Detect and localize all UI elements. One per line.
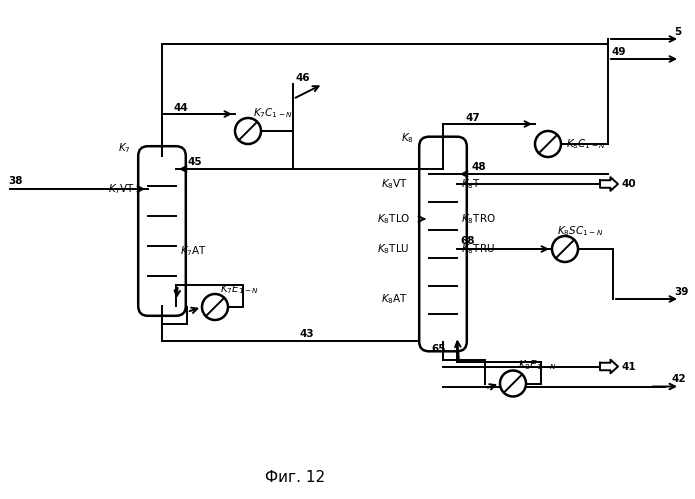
- Text: 68: 68: [460, 236, 475, 246]
- Text: 47: 47: [465, 113, 480, 123]
- Text: $K_7$: $K_7$: [118, 141, 131, 155]
- Text: $K_8$VT: $K_8$VT: [381, 177, 408, 191]
- Text: Фиг. 12: Фиг. 12: [265, 470, 325, 485]
- Circle shape: [202, 294, 228, 320]
- Text: 39: 39: [674, 287, 688, 297]
- Text: 65: 65: [431, 344, 445, 354]
- Text: 45: 45: [188, 157, 203, 167]
- Text: $K_8E_{1-N}$: $K_8E_{1-N}$: [518, 359, 557, 372]
- Text: 41: 41: [622, 361, 637, 371]
- Polygon shape: [600, 360, 618, 373]
- Text: 43: 43: [300, 329, 315, 339]
- Text: $K_7E_{1-N}$: $K_7E_{1-N}$: [220, 282, 259, 296]
- Text: $K_8$T: $K_8$T: [461, 177, 481, 191]
- Text: 46: 46: [296, 73, 311, 83]
- Circle shape: [500, 370, 526, 397]
- Circle shape: [552, 236, 578, 262]
- FancyBboxPatch shape: [419, 137, 467, 351]
- Circle shape: [535, 131, 561, 157]
- Text: $K_8C_{1-N}$: $K_8C_{1-N}$: [566, 137, 606, 151]
- Text: $K_8$TRU: $K_8$TRU: [461, 242, 495, 256]
- FancyBboxPatch shape: [138, 146, 186, 316]
- Text: 44: 44: [174, 103, 189, 113]
- Text: 5: 5: [674, 27, 681, 37]
- Text: $K_7$VT: $K_7$VT: [108, 182, 135, 196]
- Polygon shape: [600, 177, 618, 191]
- Text: $K_8$AT: $K_8$AT: [381, 292, 408, 306]
- Text: 42: 42: [671, 375, 686, 385]
- Text: $K_8SC_{1-N}$: $K_8SC_{1-N}$: [557, 224, 603, 238]
- Text: $K_8$TRO: $K_8$TRO: [461, 212, 496, 226]
- Text: 38: 38: [8, 176, 22, 186]
- Circle shape: [235, 118, 261, 144]
- Text: $K_8$TLO: $K_8$TLO: [377, 212, 411, 226]
- Text: $K_7C_{1-N}$: $K_7C_{1-N}$: [253, 106, 293, 120]
- Text: $K_8$: $K_8$: [401, 132, 414, 145]
- Text: $K_7$AT: $K_7$AT: [180, 244, 207, 258]
- Text: 40: 40: [622, 179, 637, 189]
- Text: 49: 49: [611, 47, 626, 57]
- Text: 48: 48: [472, 162, 486, 172]
- Text: $K_8$TLU: $K_8$TLU: [377, 242, 409, 256]
